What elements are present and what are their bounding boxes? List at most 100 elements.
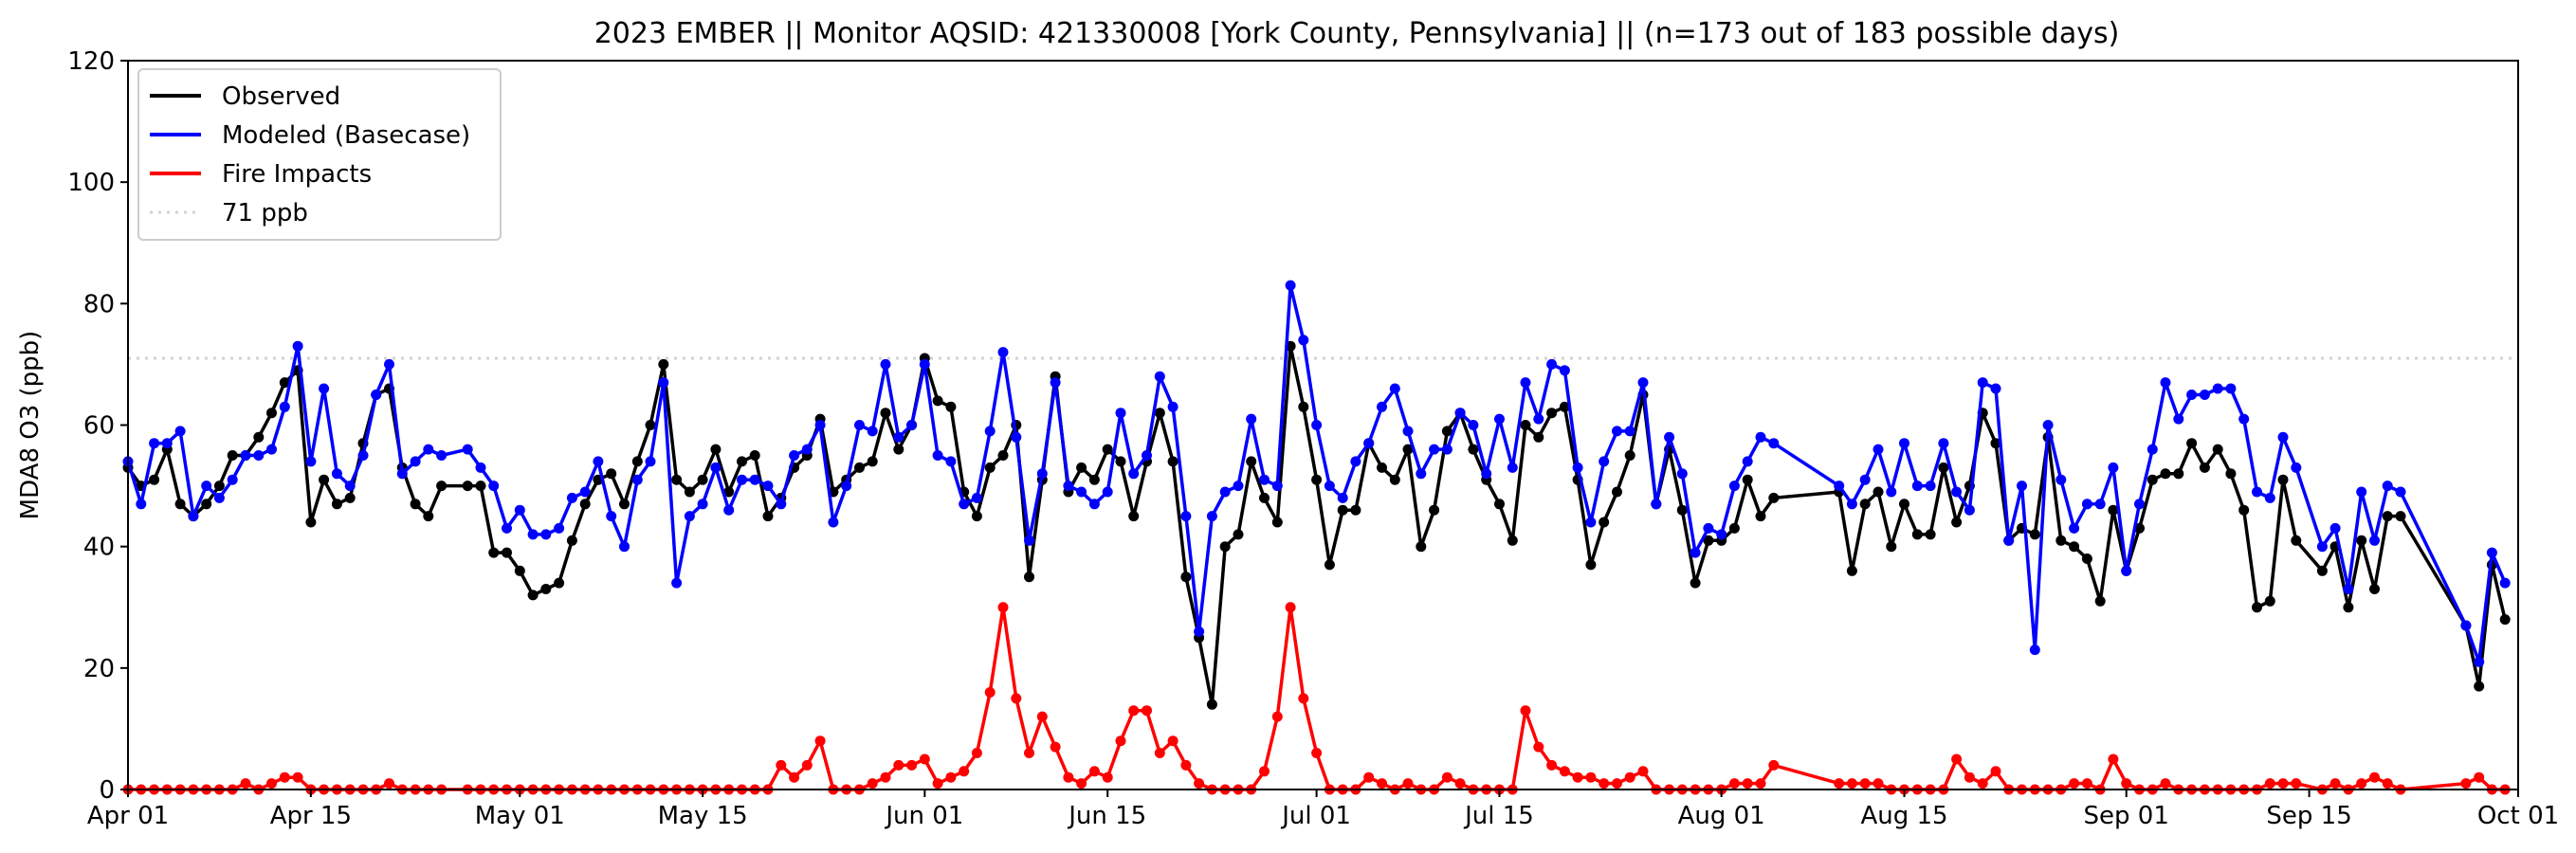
series-modeled-basecase (122, 280, 2511, 667)
data-point-modeled-basecase (2069, 522, 2080, 534)
data-point-modeled-basecase (2382, 481, 2393, 492)
data-point-modeled-basecase (1076, 486, 1087, 498)
data-point-modeled-basecase (1637, 377, 1649, 389)
data-point-fire-impacts (2329, 778, 2341, 789)
data-point-fire-impacts (292, 771, 303, 783)
data-point-modeled-basecase (357, 450, 369, 461)
data-point-fire-impacts (1063, 771, 1074, 783)
data-point-observed (867, 456, 878, 467)
data-point-observed (2291, 535, 2302, 546)
data-point-observed (893, 444, 904, 455)
data-point-modeled-basecase (488, 481, 500, 492)
data-point-observed (1951, 517, 1963, 528)
data-point-modeled-basecase (1533, 413, 1544, 425)
data-point-modeled-basecase (188, 511, 199, 522)
data-point-fire-impacts (1298, 693, 1309, 704)
data-point-modeled-basecase (227, 474, 238, 485)
data-point-fire-impacts (1742, 778, 1753, 789)
data-point-modeled-basecase (2356, 486, 2367, 498)
data-point-observed (1690, 577, 1701, 589)
data-point-modeled-basecase (1167, 401, 1178, 412)
data-point-observed (566, 535, 577, 546)
data-point-observed (2395, 511, 2406, 522)
x-tick-label: Aug 15 (1860, 802, 1947, 830)
series-line-observed (126, 344, 2507, 707)
data-point-observed (502, 547, 512, 558)
data-point-modeled-basecase (1115, 408, 1126, 419)
data-point-modeled-basecase (1246, 413, 1257, 425)
data-point-modeled-basecase (1311, 420, 1323, 430)
data-point-modeled-basecase (1088, 499, 1100, 510)
data-point-observed (1429, 504, 1440, 516)
data-point-observed (1873, 486, 1884, 498)
data-point-modeled-basecase (2017, 481, 2027, 492)
data-point-modeled-basecase (2225, 383, 2237, 394)
data-point-modeled-basecase (2108, 462, 2119, 473)
data-point-observed (945, 401, 957, 412)
data-point-modeled-basecase (1859, 474, 1871, 485)
data-point-observed (2081, 554, 2092, 564)
data-point-observed (436, 481, 448, 492)
data-point-fire-impacts (1873, 778, 1884, 789)
y-axis-ticks: 0 20 40 60 80 100 120 (67, 47, 128, 805)
data-point-modeled-basecase (606, 511, 617, 522)
data-point-observed (253, 431, 265, 443)
data-point-fire-impacts (2382, 778, 2393, 789)
data-point-modeled-basecase (971, 492, 982, 503)
data-point-observed (1076, 462, 1087, 473)
data-point-modeled-basecase (1337, 492, 1348, 503)
data-point-modeled-basecase (1180, 511, 1192, 522)
data-point-modeled-basecase (253, 450, 265, 461)
data-point-modeled-basecase (136, 499, 147, 510)
data-point-modeled-basecase (2369, 535, 2380, 546)
data-point-modeled-basecase (776, 499, 787, 510)
data-point-modeled-basecase (1350, 456, 1361, 467)
data-point-modeled-basecase (645, 456, 656, 467)
data-point-fire-impacts (1102, 771, 1113, 783)
legend-label-modeled-basecase: Modeled (Basecase) (222, 121, 470, 150)
data-point-observed (1088, 474, 1100, 485)
data-point-modeled-basecase (854, 420, 865, 430)
data-point-modeled-basecase (1416, 468, 1427, 480)
data-point-fire-impacts (1363, 771, 1375, 783)
data-point-observed (305, 517, 317, 528)
data-point-observed (2499, 614, 2511, 626)
data-point-observed (1520, 420, 1531, 430)
data-point-modeled-basecase (1363, 438, 1375, 449)
data-point-observed (227, 450, 238, 461)
data-point-modeled-basecase (1964, 504, 1975, 516)
data-point-observed (997, 450, 1009, 461)
data-point-modeled-basecase (1271, 481, 1283, 492)
data-point-fire-impacts (893, 759, 904, 771)
data-point-modeled-basecase (1546, 358, 1558, 370)
data-point-observed (2212, 444, 2223, 455)
x-tick-label: Sep 15 (2266, 802, 2351, 830)
data-point-observed (1154, 408, 1165, 419)
data-point-modeled-basecase (2252, 486, 2262, 498)
data-point-modeled-basecase (1925, 481, 1936, 492)
data-point-observed (488, 547, 500, 558)
data-point-modeled-basecase (213, 492, 225, 503)
data-point-modeled-basecase (1285, 280, 1296, 291)
data-point-observed (1546, 408, 1558, 419)
data-point-fire-impacts (2108, 753, 2119, 765)
data-point-observed (1925, 529, 1936, 540)
data-point-observed (1494, 499, 1505, 510)
data-point-fire-impacts (2277, 778, 2289, 789)
data-point-modeled-basecase (893, 431, 904, 443)
data-point-observed (1676, 504, 1688, 516)
data-point-fire-impacts (1454, 778, 1466, 789)
data-point-observed (1377, 462, 1387, 473)
data-point-modeled-basecase (1389, 383, 1400, 394)
data-point-observed (514, 565, 525, 576)
data-point-observed (2160, 468, 2171, 480)
data-point-modeled-basecase (1011, 431, 1022, 443)
data-point-observed (1846, 565, 1857, 576)
data-point-modeled-basecase (1507, 462, 1518, 473)
data-point-modeled-basecase (2199, 390, 2210, 400)
data-point-observed (1441, 426, 1452, 437)
data-point-modeled-basecase (593, 456, 604, 467)
data-point-modeled-basecase (1728, 481, 1740, 492)
data-point-observed (1271, 517, 1283, 528)
data-point-fire-impacts (384, 778, 394, 789)
